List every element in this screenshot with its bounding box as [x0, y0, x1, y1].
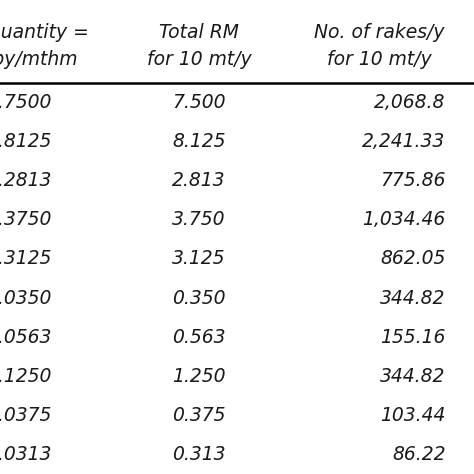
Text: 103.44: 103.44 — [380, 406, 446, 425]
Text: 0.7500: 0.7500 — [0, 93, 51, 112]
Text: 0.1250: 0.1250 — [0, 367, 51, 386]
Text: 862.05: 862.05 — [380, 249, 446, 268]
Text: 0.3750: 0.3750 — [0, 210, 51, 229]
Text: 775.86: 775.86 — [380, 171, 446, 190]
Text: 0.0313: 0.0313 — [0, 445, 51, 464]
Text: Quantity =
tpy/mthm: Quantity = tpy/mthm — [0, 24, 89, 69]
Text: 0.313: 0.313 — [173, 445, 226, 464]
Text: 86.22: 86.22 — [392, 445, 446, 464]
Text: 0.563: 0.563 — [173, 328, 226, 346]
Text: 0.375: 0.375 — [173, 406, 226, 425]
Text: 344.82: 344.82 — [380, 289, 446, 308]
Text: 2,241.33: 2,241.33 — [362, 132, 446, 151]
Text: 0.8125: 0.8125 — [0, 132, 51, 151]
Text: 0.2813: 0.2813 — [0, 171, 51, 190]
Text: 155.16: 155.16 — [380, 328, 446, 346]
Text: 0.0563: 0.0563 — [0, 328, 51, 346]
Text: 0.0375: 0.0375 — [0, 406, 51, 425]
Text: 0.3125: 0.3125 — [0, 249, 51, 268]
Text: 1.250: 1.250 — [173, 367, 226, 386]
Text: 2.813: 2.813 — [173, 171, 226, 190]
Text: 7.500: 7.500 — [173, 93, 226, 112]
Text: 0.0350: 0.0350 — [0, 289, 51, 308]
Text: Total RM
for 10 mt/y: Total RM for 10 mt/y — [147, 24, 251, 69]
Text: 2,068.8: 2,068.8 — [374, 93, 446, 112]
Text: 0.350: 0.350 — [173, 289, 226, 308]
Text: 8.125: 8.125 — [173, 132, 226, 151]
Text: 3.750: 3.750 — [173, 210, 226, 229]
Text: 3.125: 3.125 — [173, 249, 226, 268]
Text: 1,034.46: 1,034.46 — [362, 210, 446, 229]
Text: 344.82: 344.82 — [380, 367, 446, 386]
Text: No. of rakes/y
for 10 mt/y: No. of rakes/y for 10 mt/y — [314, 24, 445, 69]
